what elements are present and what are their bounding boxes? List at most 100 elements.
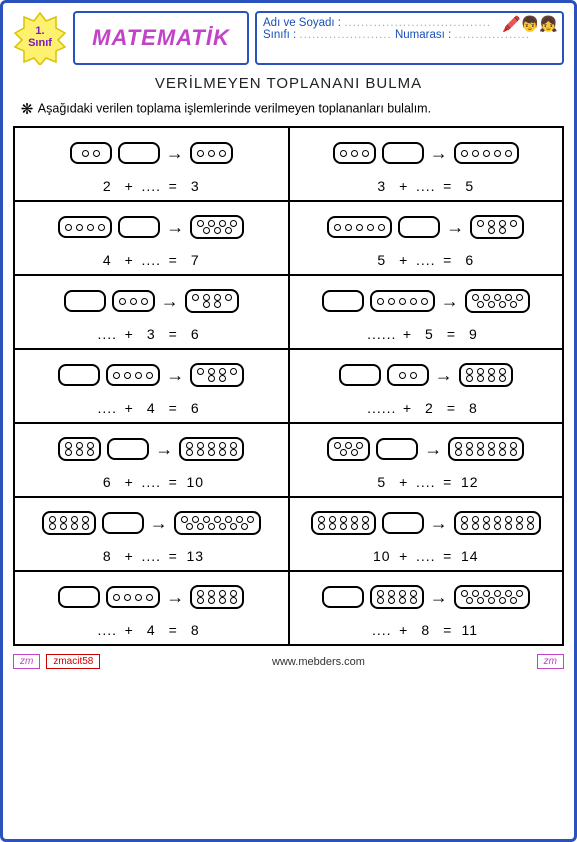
dot-box — [118, 142, 160, 164]
visual-row: → — [294, 208, 559, 246]
addend-b[interactable]: .... — [140, 252, 162, 268]
addend-b[interactable]: .... — [415, 252, 437, 268]
footer-author: zmacit58 — [46, 654, 100, 669]
instruction-text: Aşağıdaki verilen toplama işlemlerinde v… — [38, 101, 431, 115]
dot-box — [454, 585, 530, 609]
dot-box — [106, 586, 160, 608]
arrow-icon: → — [166, 143, 184, 164]
equals-sign: = — [437, 474, 459, 490]
equation-line: ....+4=6 — [19, 394, 284, 418]
addend-b[interactable]: .... — [415, 548, 437, 564]
name-label: Adı ve Soyadı : — [263, 17, 341, 29]
equation-line: 4+....=7 — [19, 246, 284, 270]
equation-line: 6+....=10 — [19, 468, 284, 492]
dot-box — [370, 290, 435, 312]
dot-box — [58, 364, 100, 386]
plus-sign: + — [393, 252, 415, 268]
plus-sign: + — [393, 178, 415, 194]
dot-box — [106, 364, 160, 386]
addend-a[interactable]: .... — [96, 622, 118, 638]
addend-a[interactable]: .... — [96, 400, 118, 416]
name-field[interactable]: ................................... — [344, 17, 491, 29]
plus-sign: + — [118, 548, 140, 564]
equals-sign: = — [440, 400, 462, 416]
problems-grid: →2+....=3→3+....=5→4+....=7→5+....=6→...… — [13, 126, 564, 646]
arrow-icon: → — [166, 587, 184, 608]
equation-line: 5+....=6 — [294, 246, 559, 270]
plus-sign: + — [393, 622, 415, 638]
visual-row: → — [19, 578, 284, 616]
dot-box — [185, 289, 239, 313]
plus-sign: + — [393, 474, 415, 490]
plus-sign: + — [396, 326, 418, 342]
equation-line: 8+....=13 — [19, 542, 284, 566]
addend-b[interactable]: .... — [415, 178, 437, 194]
arrow-icon: → — [166, 217, 184, 238]
problem-cell: →....+4=8 — [14, 571, 289, 645]
addend-b: 3 — [140, 326, 162, 342]
dot-box — [382, 512, 424, 534]
visual-row: → — [294, 578, 559, 616]
instruction: ❋ Aşağıdaki verilen toplama işlemlerinde… — [19, 100, 558, 118]
addend-b[interactable]: .... — [415, 474, 437, 490]
arrow-icon: → — [430, 143, 448, 164]
section-title: VERİLMEYEN TOPLANANI BULMA — [13, 75, 564, 92]
arrow-icon: → — [150, 513, 168, 534]
problem-cell: →5+....=12 — [289, 423, 564, 497]
addend-b: 2 — [418, 400, 440, 416]
grade-badge: 1.Sınıf — [13, 11, 67, 65]
addend-a[interactable]: .... — [371, 622, 393, 638]
dot-box — [102, 512, 144, 534]
dot-box — [174, 511, 261, 535]
equation-line: 2+....=3 — [19, 172, 284, 196]
dot-box — [42, 511, 96, 535]
equals-sign: = — [162, 400, 184, 416]
arrow-icon: → — [166, 365, 184, 386]
dot-box — [454, 142, 519, 164]
dot-box — [118, 216, 160, 238]
problem-cell: →......+5=9 — [289, 275, 564, 349]
sum: 7 — [184, 252, 206, 268]
dot-box — [327, 216, 392, 238]
plus-sign: + — [118, 474, 140, 490]
dot-box — [311, 511, 376, 535]
dot-box — [448, 437, 524, 461]
addend-b[interactable]: .... — [140, 178, 162, 194]
class-label: Sınıfı : — [263, 29, 296, 41]
addend-a[interactable]: .... — [96, 326, 118, 342]
addend-a[interactable]: ...... — [367, 326, 396, 342]
addend-a: 2 — [96, 178, 118, 194]
plus-sign: + — [393, 548, 415, 564]
visual-row: → — [19, 356, 284, 394]
equals-sign: = — [162, 252, 184, 268]
dot-box — [190, 142, 233, 164]
addend-a[interactable]: ...... — [367, 400, 396, 416]
visual-row: → — [294, 134, 559, 172]
visual-row: → — [19, 282, 284, 320]
equation-line: ....+3=6 — [19, 320, 284, 344]
visual-row: → — [294, 282, 559, 320]
kids-icon: 🖍️👦👧 — [502, 15, 558, 33]
equals-sign: = — [437, 178, 459, 194]
visual-row: → — [294, 430, 559, 468]
equals-sign: = — [437, 548, 459, 564]
addend-a: 3 — [371, 178, 393, 194]
footer-right: zm — [537, 654, 564, 669]
sum: 6 — [184, 326, 206, 342]
problem-cell: →3+....=5 — [289, 127, 564, 201]
class-field[interactable]: ...................... — [299, 29, 391, 41]
dot-box — [322, 290, 364, 312]
addend-b[interactable]: .... — [140, 548, 162, 564]
plus-sign: + — [118, 400, 140, 416]
problem-cell: → 4+....=7 — [14, 201, 289, 275]
addend-b[interactable]: .... — [140, 474, 162, 490]
visual-row: → — [19, 504, 284, 542]
dot-box — [382, 142, 424, 164]
footer-site: www.mebders.com — [272, 656, 365, 668]
addend-a: 5 — [371, 474, 393, 490]
problem-cell: →......+2=8 — [289, 349, 564, 423]
arrow-icon: → — [161, 291, 179, 312]
problem-cell: → ....+4=6 — [14, 349, 289, 423]
dot-box — [376, 438, 418, 460]
addend-a: 8 — [96, 548, 118, 564]
